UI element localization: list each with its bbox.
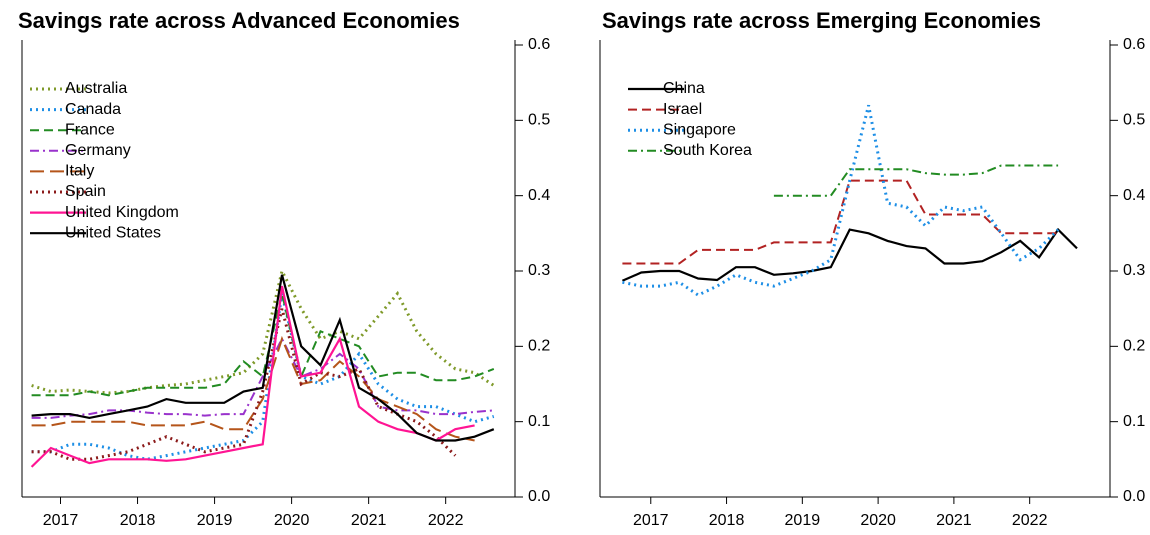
x-tick-label: 2018 (120, 512, 156, 529)
x-tick-label: 2019 (197, 512, 233, 529)
y-tick-label: 0.2 (1123, 338, 1145, 355)
x-tick-label: 2017 (633, 512, 669, 529)
legend-label: United Kingdom (65, 204, 179, 221)
legend-label: Israel (663, 101, 702, 118)
x-tick-label: 2020 (274, 512, 310, 529)
y-tick-label: 0.0 (528, 488, 550, 505)
legend-label: Italy (65, 163, 94, 180)
legend-label: Canada (65, 101, 121, 118)
x-tick-label: 2021 (936, 512, 972, 529)
chart-title: Savings rate across Emerging Economies (602, 8, 1041, 33)
series-line (622, 179, 1059, 265)
y-tick-label: 0.4 (1123, 187, 1145, 204)
series-line (31, 293, 495, 397)
x-tick-label: 2022 (428, 512, 464, 529)
legend-label: Singapore (663, 121, 736, 138)
legend-label: Spain (65, 183, 106, 200)
x-tick-label: 2019 (785, 512, 821, 529)
series-line (773, 164, 1059, 197)
legend-label: United States (65, 224, 161, 241)
series-line (621, 227, 1078, 282)
x-tick-label: 2018 (709, 512, 745, 529)
y-tick-label: 0.1 (1123, 413, 1145, 430)
series-line (622, 104, 1060, 297)
x-tick-label: 2017 (43, 512, 79, 529)
x-tick-label: 2022 (1012, 512, 1048, 529)
series-line (31, 308, 457, 461)
series-line (31, 336, 494, 419)
y-tick-label: 0.1 (528, 413, 550, 430)
chart-title: Savings rate across Advanced Economies (18, 8, 460, 33)
y-tick-label: 0.3 (1123, 262, 1145, 279)
x-tick-label: 2020 (860, 512, 896, 529)
series-line (30, 285, 475, 468)
x-tick-label: 2021 (351, 512, 387, 529)
y-tick-label: 0.2 (528, 338, 550, 355)
legend-label: France (65, 121, 115, 138)
y-tick-label: 0.5 (528, 112, 550, 129)
y-tick-label: 0.6 (1123, 36, 1145, 53)
legend-label: Germany (65, 142, 131, 159)
legend-label: China (663, 80, 705, 97)
y-tick-label: 0.4 (528, 187, 550, 204)
legend-label: Australia (65, 80, 127, 97)
series-line (31, 266, 495, 395)
series-line (31, 293, 495, 461)
y-tick-label: 0.0 (1123, 488, 1145, 505)
y-tick-label: 0.6 (528, 36, 550, 53)
legend-label: South Korea (663, 142, 752, 159)
y-tick-label: 0.3 (528, 262, 550, 279)
y-tick-label: 0.5 (1123, 112, 1145, 129)
series-line (31, 274, 495, 442)
